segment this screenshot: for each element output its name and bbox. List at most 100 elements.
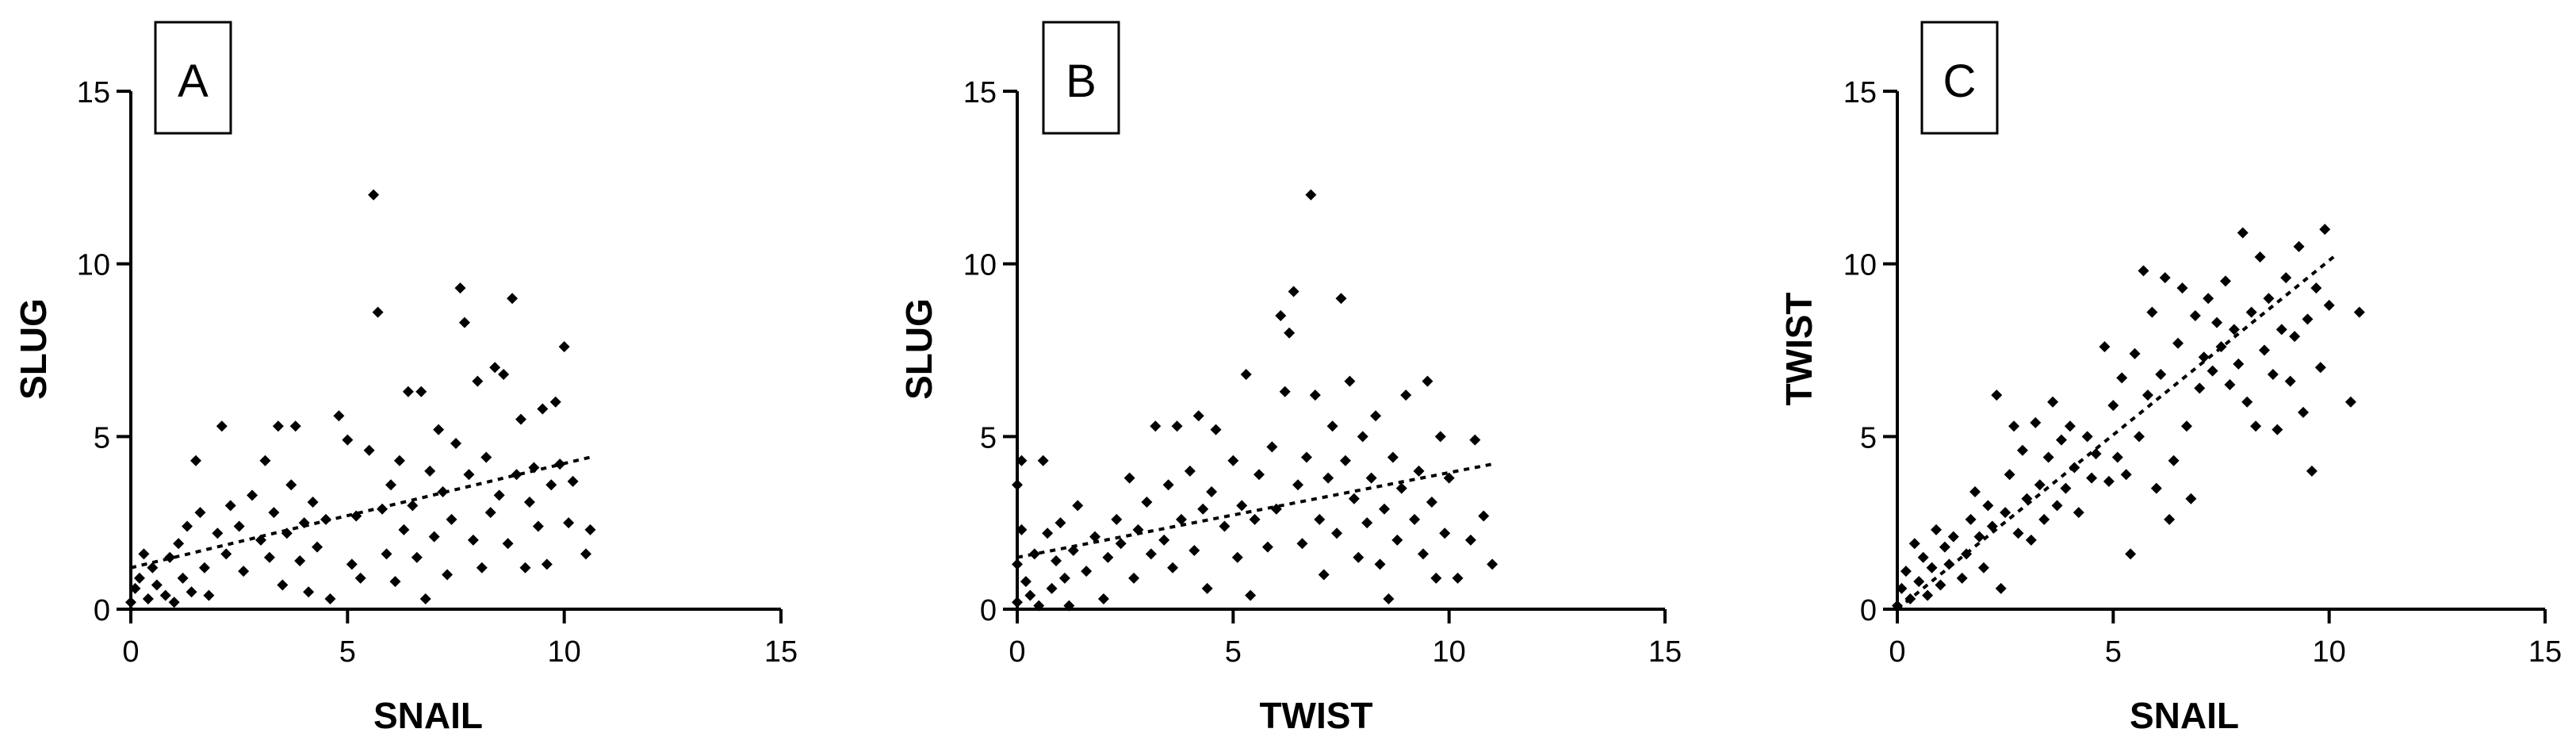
data-point [1123, 472, 1135, 484]
data-point [307, 497, 319, 508]
data-point [1965, 513, 1977, 525]
data-point [2159, 272, 2171, 284]
data-point [2224, 379, 2236, 391]
data-point [368, 189, 380, 201]
y-axis-label: TWIST [1778, 292, 1820, 405]
data-point [1051, 555, 1062, 567]
data-point [2219, 275, 2231, 287]
data-point [2146, 306, 2158, 318]
data-point [1016, 455, 1028, 466]
data-point [1409, 513, 1421, 525]
data-point [1145, 548, 1157, 560]
data-point [398, 524, 410, 535]
data-point [541, 558, 553, 570]
data-point [1443, 472, 1455, 484]
data-point [2164, 513, 2176, 525]
data-point [389, 576, 401, 588]
data-point [1072, 500, 1084, 512]
data-point [216, 420, 228, 432]
x-tick-label: 5 [339, 635, 356, 669]
data-point [2289, 331, 2301, 343]
data-point [2314, 362, 2326, 374]
panel-label-box [154, 21, 232, 135]
y-axis-label: SLUG [898, 298, 940, 400]
data-point [298, 517, 310, 529]
y-tick-label: 15 [963, 76, 997, 109]
data-point [268, 507, 280, 519]
data-point [1339, 455, 1351, 466]
data-point [442, 569, 454, 581]
data-point [1171, 420, 1183, 432]
data-point [2207, 365, 2218, 377]
data-point [354, 572, 366, 584]
data-point [2237, 227, 2249, 239]
data-point [1167, 562, 1179, 573]
data-point [1158, 534, 1170, 546]
data-point [1055, 517, 1066, 529]
data-point [424, 465, 436, 477]
x-axis-label: SNAIL [2130, 695, 2239, 736]
data-point [1977, 562, 1989, 573]
data-point [1986, 520, 1998, 532]
data-point [2025, 534, 2037, 546]
data-point [1089, 531, 1101, 543]
data-point [277, 579, 289, 591]
data-point [182, 520, 193, 532]
data-point [1188, 544, 1200, 556]
data-point [2198, 351, 2210, 363]
data-point [350, 510, 362, 522]
data-point [1309, 389, 1321, 401]
data-point [2073, 507, 2084, 519]
data-point [2168, 455, 2180, 466]
data-point [2111, 451, 2123, 463]
data-point [493, 489, 505, 501]
data-point [2155, 368, 2167, 380]
data-point [537, 403, 549, 415]
data-point [1016, 524, 1028, 535]
data-point [2276, 324, 2287, 336]
panel-a: 0 5 10 15 0 5 10 15 SNAIL SLUG A [13, 21, 798, 736]
data-point [1335, 293, 1347, 305]
data-point [2047, 396, 2059, 408]
data-point [1020, 576, 1032, 588]
data-point [2038, 513, 2050, 525]
data-point [1464, 534, 1476, 546]
data-point [1024, 589, 1036, 601]
data-point [2250, 420, 2262, 432]
data-point [1028, 548, 1040, 560]
y-tick-label: 0 [94, 594, 110, 627]
data-point [1434, 431, 1446, 443]
data-point [1931, 524, 1943, 535]
data-point [1344, 375, 1356, 387]
data-point [2302, 313, 2314, 325]
data-point [584, 524, 596, 535]
x-tick-label: 5 [2105, 635, 2122, 669]
data-point [1227, 455, 1239, 466]
data-point [2004, 469, 2015, 481]
x-tick-label: 10 [2313, 635, 2346, 669]
panel-b: 0 5 10 15 0 5 10 15 TWIST SLUG B [898, 21, 1682, 736]
data-point [2125, 548, 2137, 560]
data-point [2042, 451, 2054, 463]
data-point [393, 455, 405, 466]
data-point [1162, 479, 1174, 491]
data-point [2344, 396, 2356, 408]
data-point [1128, 572, 1140, 584]
data-point [489, 362, 501, 374]
data-point [2034, 479, 2046, 491]
data-point [2233, 358, 2245, 370]
data-point [138, 548, 150, 560]
panel-label: A [178, 56, 209, 107]
data-point [173, 538, 185, 550]
data-point [1982, 500, 1994, 512]
data-point [2008, 420, 2020, 432]
data-point [476, 562, 488, 573]
data-point [1361, 517, 1373, 529]
data-point [2203, 293, 2214, 305]
data-point [472, 375, 484, 387]
trend-line [1016, 462, 1493, 559]
data-point [1365, 472, 1377, 484]
data-point [2099, 341, 2111, 353]
data-point [554, 458, 566, 470]
y-axis-label: SLUG [13, 298, 54, 400]
